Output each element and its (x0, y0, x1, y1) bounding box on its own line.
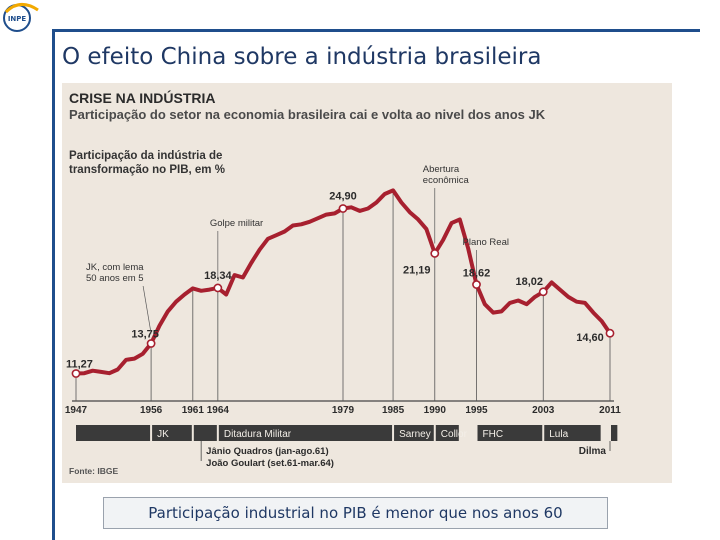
title-rule-top (52, 29, 700, 32)
data-point-1956 (146, 339, 156, 348)
data-label-2011: 14,60 (576, 332, 604, 344)
data-label-1947: 11,27 (66, 359, 93, 371)
x-tick-label-1990: 1990 (424, 405, 447, 416)
period-label-5: FHC (483, 429, 504, 440)
x-tick-label-1995: 1995 (465, 405, 488, 416)
annotation-1964-line-0: Golpe militar (210, 218, 263, 229)
period-band-7 (611, 425, 618, 441)
title-rule-left (52, 29, 55, 540)
data-point-1964 (213, 283, 223, 293)
data-point-1979 (338, 204, 348, 213)
period-band-0 (152, 425, 192, 441)
annotation-1956-line-0: JK, com lema (86, 262, 144, 273)
period-band-6 (544, 425, 601, 441)
data-label-1956: 13,75 (131, 329, 159, 341)
x-tick-label-1979: 1979 (332, 405, 355, 416)
data-label-1964: 18,34 (204, 270, 232, 282)
newspaper-chart: CRISE NA INDÚSTRIA Participação do setor… (62, 83, 672, 483)
source-note: Fonte: IBGE (69, 466, 118, 476)
x-tick-label-2003: 2003 (532, 405, 555, 416)
slide-title: O efeito China sobre a indústria brasile… (62, 44, 542, 70)
x-tick-label-1985: 1985 (382, 405, 405, 416)
chart-title-line1: Participação da indústria de (69, 150, 222, 162)
period-note-janio: Jânio Quadros (jan-ago.61) (206, 446, 328, 457)
period-label-0: JK (157, 429, 169, 440)
figure-subheadline: Participação do setor na economia brasil… (69, 107, 546, 122)
data-label-2003: 18,02 (515, 276, 543, 288)
data-point-1947 (71, 369, 81, 378)
data-point-2003 (538, 287, 548, 297)
period-band-1 (193, 425, 217, 441)
data-label-1990: 21,19 (403, 264, 431, 276)
x-tick-label-2011: 2011 (599, 405, 621, 416)
slide-caption: Participação industrial no PIB é menor q… (103, 497, 608, 529)
inpe-logo: INPE (0, 0, 44, 36)
x-tick-label-1964: 1964 (207, 405, 230, 416)
annotation-1956-line-1: 50 anos em 5 (86, 273, 144, 284)
logo-text: INPE (8, 15, 27, 23)
period-label-6: Lula (549, 429, 568, 440)
period-label-4: Collor (441, 429, 468, 440)
x-tick-label-1947: 1947 (65, 405, 88, 416)
x-tick-label-1956: 1956 (140, 405, 163, 416)
chart-title-line2: transformação no PIB, em % (69, 164, 225, 176)
period-band-3 (394, 425, 434, 441)
period-label-3: Sarney (399, 429, 431, 440)
figure-headline: CRISE NA INDÚSTRIA (69, 89, 216, 106)
data-point-2011 (605, 328, 615, 338)
data-label-1979: 24,90 (329, 191, 357, 203)
period-band-lead (76, 425, 151, 441)
annotation-leader-1956 (142, 285, 152, 334)
period-note-goulart: João Goulart (set.61-mar.64) (206, 458, 334, 469)
annotation-1995-line-0: Plano Real (463, 237, 509, 248)
x-tick-label-1961: 1961 (182, 405, 205, 416)
data-point-1995 (472, 280, 481, 289)
data-point-1990 (430, 249, 440, 258)
period-band-5 (477, 425, 543, 441)
period-note-dilma: Dilma (579, 446, 607, 457)
period-band-4 (435, 425, 459, 441)
period-label-2: Ditadura Militar (224, 429, 292, 440)
annotation-1990-line-0: Abertura (423, 164, 460, 175)
period-band-2 (218, 425, 393, 441)
annotation-1990-line-1: econômica (423, 175, 470, 186)
